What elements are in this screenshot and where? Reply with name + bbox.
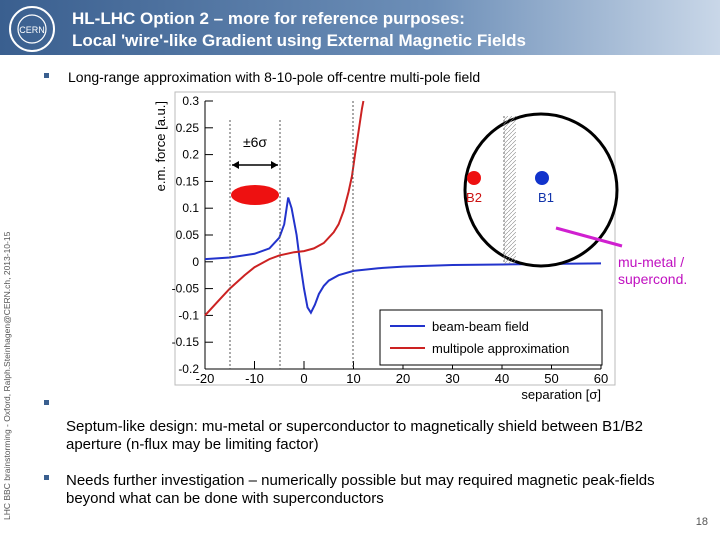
x-tick-label: 50 xyxy=(544,371,558,386)
bullet xyxy=(44,475,49,480)
y-tick-label: -0.1 xyxy=(178,308,199,322)
beam-b1 xyxy=(535,171,549,185)
x-tick-label: 10 xyxy=(346,371,360,386)
septum xyxy=(504,116,516,264)
series-line xyxy=(204,100,365,317)
x-axis-label: separation [σ] xyxy=(521,387,601,402)
series-line xyxy=(204,197,602,315)
x-tick-label: 0 xyxy=(300,371,307,386)
beam-ellipse xyxy=(231,185,279,205)
annotation: ±6σ xyxy=(243,134,267,150)
y-tick-label: -0.05 xyxy=(172,282,200,296)
x-tick-label: 60 xyxy=(594,371,608,386)
logo-text: CERN xyxy=(19,25,45,35)
bullet xyxy=(44,73,49,78)
y-tick-label: -0.2 xyxy=(178,362,199,376)
annotation: B1 xyxy=(538,190,554,205)
cern-logo: CERN xyxy=(9,6,55,52)
x-tick-label: -20 xyxy=(196,371,215,386)
title-line: HL-LHC Option 2 – more for reference pur… xyxy=(72,9,465,28)
y-tick-label: 0 xyxy=(192,255,199,269)
annotation-box: mu-metal / supercond. xyxy=(618,254,688,287)
schematic: ±6σ B2 B1 mu-metal / supercond. xyxy=(229,101,688,369)
bullet-text: Septum-like design: mu-metal or supercon… xyxy=(66,418,643,453)
bullet-box: Needs further investigation – numericall… xyxy=(66,472,655,507)
x-tick-label: 30 xyxy=(445,371,459,386)
y-tick-label: 0.15 xyxy=(176,174,200,188)
legend-label: beam-beam field xyxy=(432,319,529,334)
plot: -0.2 -0.15 -0.1 -0.05 0 0.05 0.1 0.15 0.2 0.25 0.3… xyxy=(153,94,608,402)
bullet-box: Septum-like design: mu-metal or supercon… xyxy=(66,418,643,453)
bullet-text: Needs further investigation – numericall… xyxy=(66,472,655,507)
bullet xyxy=(44,400,49,405)
beam-b2 xyxy=(467,171,481,185)
header-bar xyxy=(0,0,720,55)
annotation: mu-metal / supercond. xyxy=(618,254,688,287)
legend-box xyxy=(379,309,603,366)
side-note: LHC BBC brainstorming - Oxford, Ralph.St… xyxy=(2,231,12,520)
annotation: B2 xyxy=(466,190,482,205)
x-tick-label: 20 xyxy=(396,371,410,386)
aperture xyxy=(463,112,619,268)
x-tick-label: 40 xyxy=(495,371,509,386)
y-tick-label: 0.05 xyxy=(176,228,200,242)
y-tick-label: 0.25 xyxy=(176,121,200,135)
y-tick-label: 0.3 xyxy=(182,94,199,108)
pointer xyxy=(555,226,623,248)
page-number: 18 xyxy=(696,516,708,528)
y-tick-label: 0.1 xyxy=(182,201,199,215)
title-line: Local 'wire'-like Gradient using Externa… xyxy=(72,31,526,50)
y-tick-label: -0.15 xyxy=(172,335,200,349)
x-tick-label: -10 xyxy=(245,371,264,386)
y-axis-label: e.m. force [a.u.] xyxy=(153,101,168,191)
y-tick-label: 0.2 xyxy=(182,148,199,162)
bullet-text: Long-range approximation with 8-10-pole … xyxy=(68,69,480,85)
legend-label: multipole approximation xyxy=(432,341,569,356)
